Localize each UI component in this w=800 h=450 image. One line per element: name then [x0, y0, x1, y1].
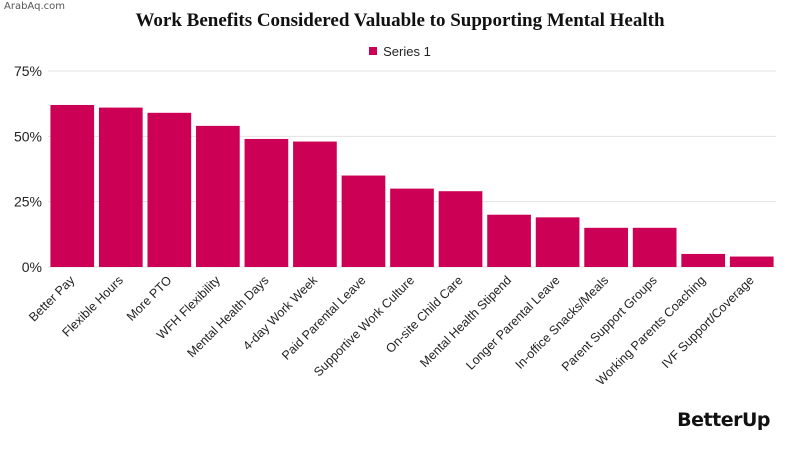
watermark-text: ArabAq.com [4, 1, 65, 12]
bar [729, 256, 774, 267]
bar [438, 191, 483, 267]
bar [632, 227, 677, 267]
legend-label: Series 1 [383, 44, 431, 59]
legend-swatch [369, 47, 378, 55]
x-tick-label: Supportive Work Culture [311, 273, 417, 379]
betterup-logo: BetterUp [677, 409, 770, 431]
x-tick-label: IVF Support/Coverage [659, 273, 757, 371]
bar [147, 112, 192, 268]
x-tick-label: Parent Support Groups [559, 273, 660, 374]
bars [50, 104, 774, 268]
bar [487, 214, 531, 267]
bar [196, 125, 240, 267]
bar [535, 217, 580, 267]
x-tick-label: Longer Parental Leave [463, 273, 562, 372]
bar [50, 104, 95, 268]
bar [98, 107, 143, 267]
chart-legend: Series 1 [0, 44, 800, 59]
x-tick-label: Mental Health Days [184, 273, 271, 360]
y-tick-label: 25% [14, 194, 42, 210]
x-tick-label: In-office Snacks/Meals [513, 273, 612, 372]
chart-title: Work Benefits Considered Valuable to Sup… [135, 10, 665, 31]
x-tick-label: Mental Health Stipend [417, 273, 514, 370]
y-tick-label: 75% [14, 63, 42, 79]
bar [390, 188, 434, 267]
bar [341, 175, 386, 267]
x-tick-label: More PTO [124, 273, 175, 324]
y-axis-ticks: 0% 25% 50% 75% [14, 63, 42, 275]
y-tick-label: 50% [14, 128, 42, 144]
x-tick-label: Paid Parental Leave [279, 273, 369, 363]
x-tick-label: Better Pay [26, 273, 78, 325]
bar [244, 138, 289, 267]
bar [293, 141, 337, 267]
y-tick-label: 0% [22, 259, 42, 275]
bar [681, 253, 726, 267]
bar [584, 227, 628, 267]
